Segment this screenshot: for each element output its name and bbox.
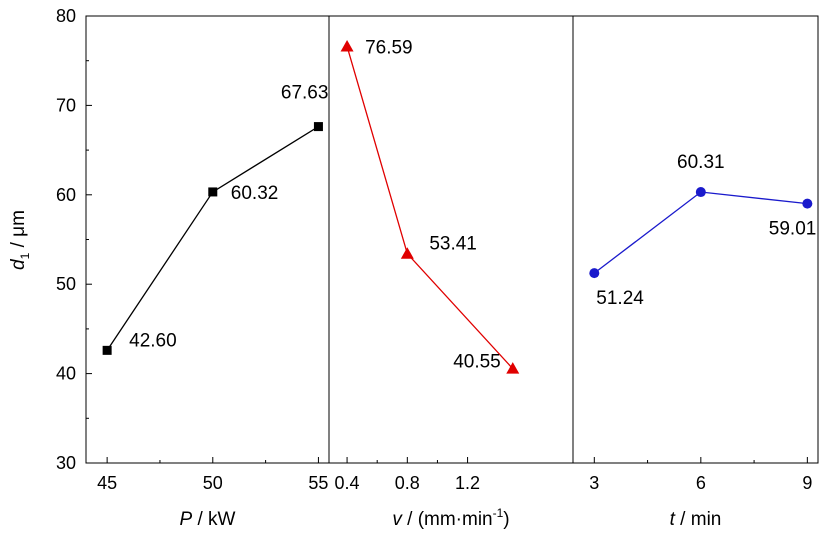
data-point-triangle xyxy=(340,39,354,52)
data-point-square xyxy=(102,345,112,355)
x-axis-symbol: t xyxy=(670,509,676,530)
x-tick-label: 45 xyxy=(97,473,117,493)
y-tick-label: 50 xyxy=(56,274,76,294)
x-axis-unit-close: ) xyxy=(503,509,509,530)
data-label: 76.59 xyxy=(365,37,413,58)
data-point-square xyxy=(208,187,218,197)
data-label: 60.31 xyxy=(677,152,725,173)
data-label: 42.60 xyxy=(129,330,177,351)
x-tick-label: 0.4 xyxy=(335,473,360,493)
y-tick-label: 60 xyxy=(56,185,76,205)
x-axis-symbol: P xyxy=(180,509,193,530)
x-tick-label: 6 xyxy=(696,473,706,493)
x-tick-label: 3 xyxy=(589,473,599,493)
x-axis-title: t / min xyxy=(670,509,722,530)
x-axis-unit: / min xyxy=(675,509,721,530)
data-point-triangle xyxy=(506,362,520,374)
x-tick-label: 55 xyxy=(308,473,328,493)
data-label: 51.24 xyxy=(596,288,644,309)
data-point-square xyxy=(313,122,323,132)
x-axis-unit-exponent: -1 xyxy=(493,506,504,520)
panel-2: 0.4 0.8 1.2 v / (mm·min-1) 76.59 53.41 40.55 xyxy=(335,37,520,530)
x-axis-title: v / (mm·min-1) xyxy=(392,506,509,530)
y-axis: 30 40 50 60 70 80 xyxy=(56,6,92,473)
y-axis-title: d1 / μm xyxy=(8,210,32,270)
chart-panels: 45 50 55 P / kW 42.60 60.32 67.63 0.4 0.8 1.2 v / … xyxy=(97,37,816,530)
data-label: 60.32 xyxy=(231,183,279,204)
data-point-circle xyxy=(589,268,600,279)
x-tick-label: 0.8 xyxy=(395,473,420,493)
y-tick-label: 30 xyxy=(56,453,76,473)
panel-3: 3 6 9 t / min 51.24 60.31 59.01 xyxy=(589,152,816,530)
y-tick-label: 40 xyxy=(56,364,76,384)
x-axis-unit: / kW xyxy=(192,509,235,530)
x-tick-label: 9 xyxy=(802,473,812,493)
y-tick-label: 80 xyxy=(56,6,76,26)
x-tick-label: 1.2 xyxy=(455,473,480,493)
x-axis-unit: / (mm·min xyxy=(402,509,493,530)
data-label: 67.63 xyxy=(281,83,329,104)
series-line xyxy=(106,126,319,351)
x-axis-symbol: v xyxy=(392,509,403,530)
panel-1: 45 50 55 P / kW 42.60 60.32 67.63 xyxy=(97,83,328,530)
data-label: 59.01 xyxy=(769,219,817,240)
x-axis-title: P / kW xyxy=(180,509,236,530)
series-line xyxy=(346,46,514,370)
data-label: 53.41 xyxy=(429,234,477,255)
data-point-triangle xyxy=(400,247,414,259)
data-point-circle xyxy=(695,187,706,198)
data-label: 40.55 xyxy=(453,352,501,373)
x-tick-label: 50 xyxy=(203,473,223,493)
y-tick-label: 70 xyxy=(56,95,76,115)
data-point-circle xyxy=(802,198,813,209)
